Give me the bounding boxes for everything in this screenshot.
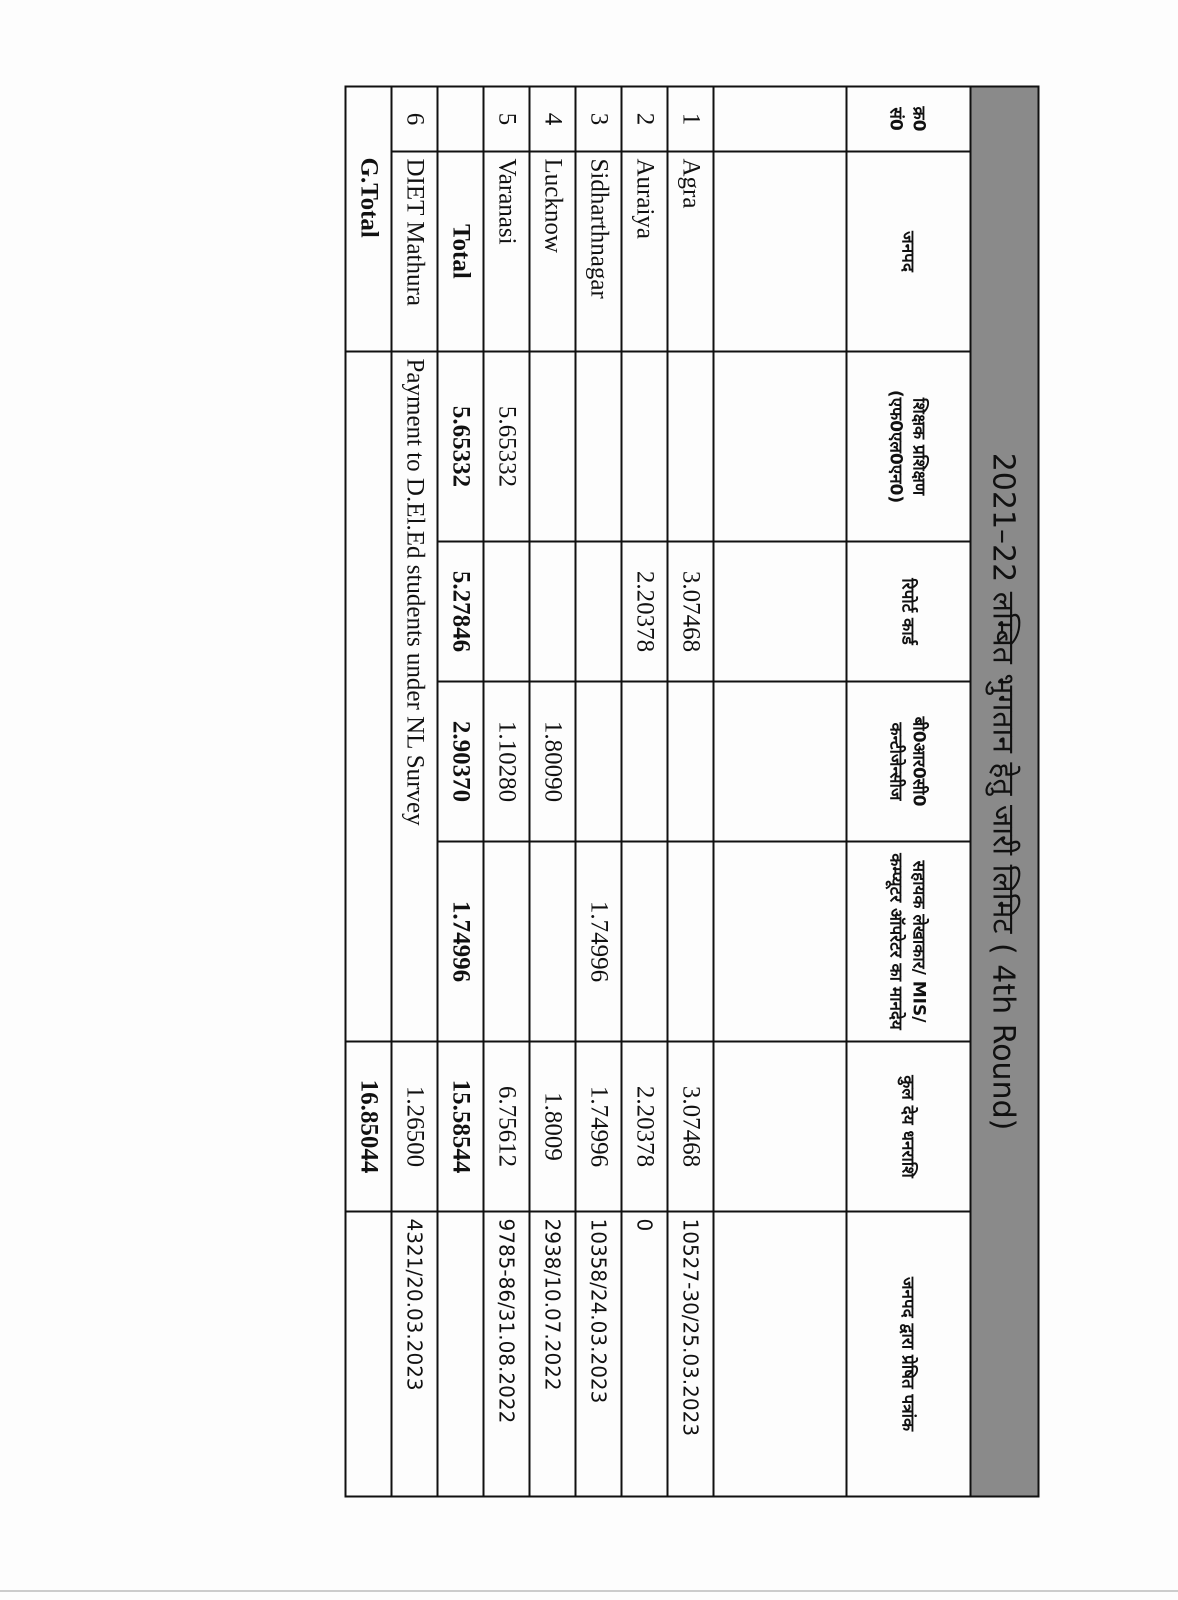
cell-total: 1.8009	[529, 1041, 576, 1212]
diet-sn: 6	[391, 86, 438, 152]
subtotal-brc: 2.90370	[437, 681, 484, 842]
cell-teacher: 5.65332	[483, 351, 530, 542]
header-district: जनपद	[846, 151, 971, 352]
header-brc: बी0आर0सी0 कन्टीजेन्सीज	[846, 681, 971, 842]
table-row: 1 Agra 3.07468 3.07468 10527-30/25.03.2023	[667, 86, 714, 1497]
diet-letter: 4321/20.03.2023	[391, 1211, 438, 1497]
cell-total: 6.75612	[483, 1041, 530, 1212]
cell-district: Auraiya	[621, 151, 668, 352]
grand-total-label: G.Total	[345, 86, 392, 352]
cell-total: 1.74996	[575, 1041, 622, 1212]
cell-teacher	[621, 351, 668, 542]
cell-assistant	[621, 841, 668, 1042]
header-assistant: सहायक लेखाकार/ MIS/ कम्प्यूटर ऑपरेटर का …	[846, 841, 971, 1042]
diet-description: Payment to D.El.Ed students under NL Sur…	[391, 351, 438, 1042]
cell-district: Lucknow	[529, 151, 576, 352]
header-sn: क्र0 सं0	[846, 86, 971, 152]
cell-district: Varanasi	[483, 151, 530, 352]
cell-report	[483, 541, 530, 682]
cell-teacher	[529, 351, 576, 542]
subtotal-report: 5.27846	[437, 541, 484, 682]
cell-letter: 0	[621, 1211, 668, 1497]
cell-sn: 1	[667, 86, 714, 152]
cell-district: Agra	[667, 151, 714, 352]
diet-district: DIET Mathura	[391, 151, 438, 352]
header-row: क्र0 सं0 जनपद शिक्षक प्रशिक्षण (एफ0एल0एन…	[846, 86, 971, 1497]
cell-sn: 4	[529, 86, 576, 152]
cell-teacher	[667, 351, 714, 542]
subtotal-total: 15.58544	[437, 1041, 484, 1212]
cell-assistant: 1.74996	[575, 841, 622, 1042]
cell-letter: 10358/24.03.2023	[575, 1211, 622, 1497]
table-row: 2 Auraiya 2.20378 2.20378 0	[621, 86, 668, 1497]
cell-assistant	[667, 841, 714, 1042]
header-letter: जनपद द्वारा प्रेषित पत्रांक	[846, 1211, 971, 1497]
cell-brc	[621, 681, 668, 842]
subtotal-row: Total 5.65332 5.27846 2.90370 1.74996 15…	[437, 86, 484, 1497]
cell-letter: 10527-30/25.03.2023	[667, 1211, 714, 1497]
blank-row	[713, 86, 847, 1497]
payment-table: 2021–22 लम्बित भुगतान हेतु जारी लिमिट ( …	[345, 86, 1040, 1498]
cell-sn: 2	[621, 86, 668, 152]
table-title: 2021–22 लम्बित भुगतान हेतु जारी लिमिट ( …	[970, 86, 1039, 1497]
cell-letter: 9785-86/31.08.2022	[483, 1211, 530, 1497]
grand-total-row: G.Total 16.85044	[345, 86, 392, 1497]
subtotal-label: Total	[437, 151, 484, 352]
cell-assistant	[483, 841, 530, 1042]
subtotal-teacher: 5.65332	[437, 351, 484, 542]
cell-sn: 3	[575, 86, 622, 152]
cell-district: Sidharthnagar	[575, 151, 622, 352]
cell-total: 3.07468	[667, 1041, 714, 1212]
cell-report	[529, 541, 576, 682]
rotated-document: 2021–22 लम्बित भुगतान हेतु जारी लिमिट ( …	[345, 86, 1040, 1498]
header-teacher-training: शिक्षक प्रशिक्षण (एफ0एल0एन0)	[846, 351, 971, 542]
diet-total: 1.26500	[391, 1041, 438, 1212]
table-row: 5 Varanasi 5.65332 1.10280 6.75612 9785-86/31…	[483, 86, 530, 1497]
table-row: 3 Sidharthnagar 1.74996 1.74996 10358/24.03.…	[575, 86, 622, 1497]
grand-total-value: 16.85044	[345, 1041, 392, 1212]
cell-sn: 5	[483, 86, 530, 152]
cell-report: 2.20378	[621, 541, 668, 682]
cell-brc: 1.80090	[529, 681, 576, 842]
header-report-card: रिपोर्ट कार्ड	[846, 541, 971, 682]
cell-teacher	[575, 351, 622, 542]
header-total: कुल देय धनराशि	[846, 1041, 971, 1212]
cell-report	[575, 541, 622, 682]
cell-report: 3.07468	[667, 541, 714, 682]
cell-assistant	[529, 841, 576, 1042]
subtotal-assistant: 1.74996	[437, 841, 484, 1042]
page-edge	[0, 1590, 1178, 1592]
cell-brc	[575, 681, 622, 842]
diet-row: 6 DIET Mathura Payment to D.El.Ed studen…	[391, 86, 438, 1497]
cell-total: 2.20378	[621, 1041, 668, 1212]
table-row: 4 Lucknow 1.80090 1.8009 2938/10.07.2022	[529, 86, 576, 1497]
cell-letter: 2938/10.07.2022	[529, 1211, 576, 1497]
cell-brc: 1.10280	[483, 681, 530, 842]
cell-brc	[667, 681, 714, 842]
